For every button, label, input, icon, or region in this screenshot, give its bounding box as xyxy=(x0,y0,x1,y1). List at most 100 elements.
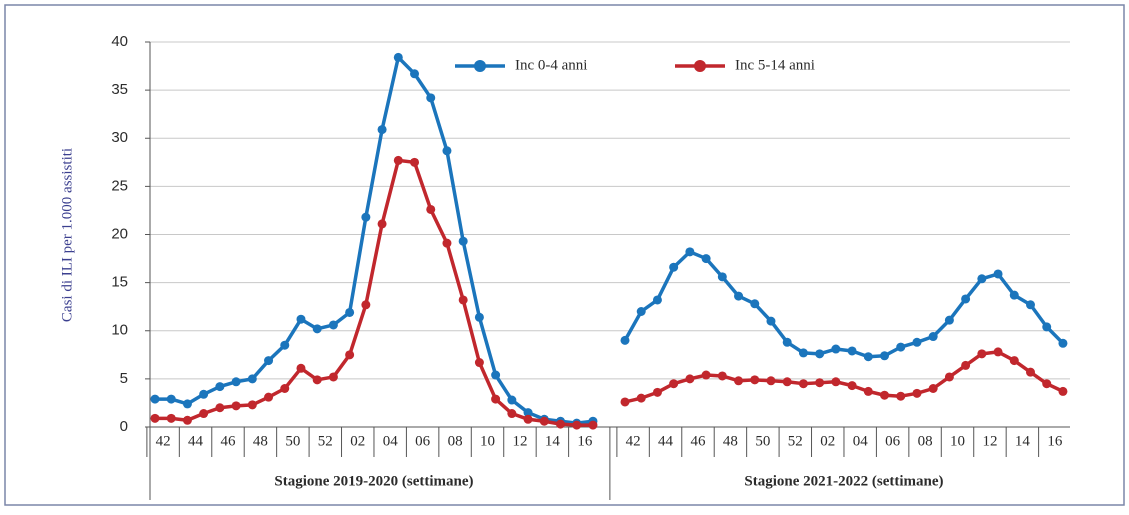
data-point xyxy=(1026,367,1035,377)
data-point xyxy=(328,372,338,382)
data-point xyxy=(669,379,679,389)
data-point xyxy=(636,307,646,316)
x-tick-label: 52 xyxy=(318,433,333,449)
data-point xyxy=(474,358,484,368)
group-label: Stagione 2019-2020 (settimane) xyxy=(274,473,473,489)
data-point xyxy=(296,363,306,373)
data-point xyxy=(912,388,922,398)
group-label: Stagione 2021-2022 (settimane) xyxy=(744,473,943,489)
data-point xyxy=(393,155,403,165)
x-tick-label: 10 xyxy=(950,433,965,449)
data-point xyxy=(636,393,646,403)
data-point xyxy=(247,374,257,384)
data-point xyxy=(685,374,695,384)
data-point xyxy=(442,146,452,156)
data-point xyxy=(426,204,436,214)
data-point xyxy=(166,394,176,404)
data-point xyxy=(572,420,582,430)
data-point xyxy=(231,401,241,411)
data-point xyxy=(523,414,533,424)
y-tick-label: 40 xyxy=(111,33,128,50)
x-tick-label: 42 xyxy=(626,433,641,449)
data-point xyxy=(782,377,792,387)
data-point xyxy=(1042,322,1052,332)
y-tick-label: 15 xyxy=(111,274,128,291)
data-point xyxy=(539,416,549,426)
x-tick-label: 50 xyxy=(755,433,770,449)
data-point xyxy=(685,247,695,257)
data-point xyxy=(701,370,711,380)
legend-label: Inc 0-4 anni xyxy=(515,57,587,73)
x-tick-label: 46 xyxy=(690,433,706,449)
data-point xyxy=(393,52,403,62)
x-tick-label: 08 xyxy=(448,433,463,449)
data-point xyxy=(896,342,906,352)
data-point xyxy=(944,372,954,382)
series-line xyxy=(155,158,593,427)
data-point xyxy=(880,390,890,400)
data-point xyxy=(247,400,257,410)
x-tick-label: 42 xyxy=(156,433,171,449)
data-point xyxy=(944,315,954,325)
data-point xyxy=(410,157,420,167)
y-tick-label: 10 xyxy=(111,322,128,339)
data-point xyxy=(766,376,776,386)
data-point xyxy=(912,337,922,347)
data-point xyxy=(491,394,501,404)
data-point xyxy=(474,312,484,322)
y-tick-label: 0 xyxy=(120,418,128,435)
series-line xyxy=(624,350,1064,404)
data-point xyxy=(620,335,630,345)
x-tick-label: 06 xyxy=(415,433,431,449)
data-point xyxy=(815,378,825,388)
data-point xyxy=(1009,290,1019,300)
data-point xyxy=(588,420,598,430)
data-point xyxy=(458,295,468,305)
data-point xyxy=(701,254,711,264)
data-point xyxy=(182,415,192,425)
data-point xyxy=(215,403,225,413)
data-point xyxy=(150,394,160,404)
data-point xyxy=(328,320,338,330)
x-tick-label: 50 xyxy=(285,433,300,449)
x-tick-label: 44 xyxy=(188,433,204,449)
legend-label: Inc 5-14 anni xyxy=(735,57,815,73)
data-point xyxy=(280,340,290,350)
data-point xyxy=(280,384,290,393)
data-point xyxy=(652,387,662,397)
data-point xyxy=(961,360,971,370)
data-point xyxy=(312,375,322,385)
data-point xyxy=(815,349,825,359)
data-point xyxy=(150,413,160,423)
x-tick-label: 08 xyxy=(918,433,933,449)
data-point xyxy=(426,93,436,103)
data-point xyxy=(961,294,971,304)
data-point xyxy=(182,399,192,409)
y-tick-label: 25 xyxy=(111,177,128,194)
data-point xyxy=(652,295,662,305)
data-point xyxy=(928,384,938,393)
x-tick-label: 16 xyxy=(577,433,593,449)
data-point xyxy=(458,236,468,246)
data-point xyxy=(556,419,565,429)
data-point xyxy=(264,356,274,366)
data-point xyxy=(296,314,306,324)
x-tick-label: 14 xyxy=(1015,433,1031,449)
data-point xyxy=(312,324,322,334)
data-point xyxy=(669,262,679,272)
data-point xyxy=(750,299,760,309)
data-point xyxy=(491,370,501,380)
series-line xyxy=(155,55,594,425)
data-point xyxy=(847,381,857,391)
x-tick-label: 52 xyxy=(788,433,803,449)
data-point xyxy=(377,125,387,135)
series-line xyxy=(623,250,1065,359)
data-point xyxy=(977,349,987,359)
data-point xyxy=(1058,338,1068,348)
data-point xyxy=(863,352,873,362)
data-point xyxy=(215,382,225,392)
data-point xyxy=(717,371,727,381)
data-point xyxy=(750,375,760,385)
data-point xyxy=(1026,300,1035,310)
